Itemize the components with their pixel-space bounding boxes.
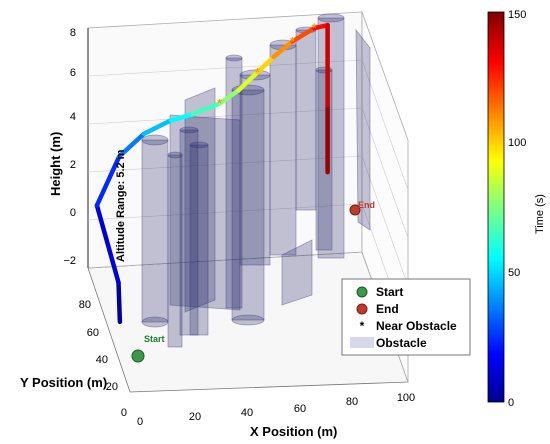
- obstacle-cylinder: [225, 54, 243, 309]
- obstacle-cylinder: [317, 13, 345, 259]
- obstacle-cylinder: [239, 69, 271, 266]
- colorbar-tick: 0: [508, 397, 514, 409]
- obstacle-cylinder: [189, 141, 209, 336]
- legend-marker: [356, 303, 368, 315]
- colorbar-label: Time (s): [534, 194, 546, 234]
- x-tick: 40: [241, 407, 253, 419]
- x-tick: 0: [137, 416, 143, 428]
- trajectory-segment: [168, 112, 195, 123]
- z-axis-ticks: −2 0 2 4 6 8: [63, 27, 76, 267]
- legend-label: Obstacle: [376, 336, 427, 350]
- colorbar-tick: 150: [508, 9, 526, 21]
- asterisk-icon: *: [360, 319, 365, 333]
- altitude-annotation: Altitude Range: 5.2 m: [115, 149, 127, 262]
- near-obstacle-marker: *: [290, 34, 295, 48]
- z-tick: −2: [63, 255, 76, 267]
- y-tick: 40: [96, 354, 108, 366]
- trajectory-segment: [255, 54, 276, 75]
- z-tick: 6: [70, 67, 76, 79]
- near-obstacle-marker: *: [255, 65, 260, 79]
- obstacle-box: [355, 28, 371, 231]
- obstacle-cylinder: [179, 126, 199, 336]
- legend-item-near-obstacle: * Near Obstacle: [360, 319, 457, 333]
- trajectory-segment: [271, 39, 295, 60]
- start-marker: Start: [131, 334, 165, 363]
- trajectory-segment: [94, 154, 122, 208]
- legend-item-obstacle: Obstacle: [350, 336, 427, 350]
- z-tick: 2: [70, 159, 76, 171]
- trajectory-segment: [116, 280, 123, 325]
- legend-item-start: Start: [356, 285, 403, 299]
- obstacle-cylinder: [269, 39, 297, 256]
- z-tick: 8: [70, 27, 76, 39]
- legend-marker: [356, 286, 368, 298]
- obstacle-box: [184, 87, 216, 313]
- grid-lines: [87, 59, 409, 335]
- legend-label: Near Obstacle: [376, 319, 457, 333]
- legend: Start End * Near Obstacle Obstacle: [341, 278, 471, 356]
- y-axis-label: Y Position (m): [20, 375, 107, 390]
- x-tick: 80: [346, 396, 358, 408]
- obstacle-box: [169, 114, 241, 311]
- obstacle-cylinder: [295, 26, 317, 211]
- obstacles: [141, 13, 371, 348]
- trajectory-path: * * * *: [94, 21, 330, 325]
- y-tick: 0: [121, 407, 127, 419]
- y-tick: 60: [87, 327, 99, 339]
- obstacle-cylinder: [167, 151, 183, 348]
- end-marker: End: [349, 200, 375, 216]
- colorbar-tick: 100: [508, 137, 526, 149]
- x-tick: 60: [294, 403, 306, 415]
- near-obstacle-marker: *: [312, 21, 317, 35]
- colorbar: 0 50 100 150 Time (s): [487, 9, 546, 409]
- trajectory-segment: [141, 118, 174, 136]
- z-tick: 4: [70, 111, 76, 123]
- end-point-label: End: [358, 200, 375, 210]
- colorbar-tick: 50: [508, 267, 520, 279]
- trajectory-segment: [117, 131, 147, 159]
- legend-label: End: [376, 302, 399, 316]
- obstacle-box: [281, 239, 313, 306]
- x-axis-ticks: 0 20 40 60 80 100: [137, 392, 415, 428]
- trajectory-segment: [217, 88, 241, 106]
- trajectory-segment: [94, 203, 121, 285]
- legend-label: Start: [376, 285, 403, 299]
- obstacle-cylinder: [231, 84, 265, 326]
- trajectory-segment: [290, 25, 317, 44]
- trajectory-segment: [236, 70, 260, 93]
- y-axis-ticks: 0 20 40 60 80: [79, 299, 127, 419]
- y-tick: 20: [106, 381, 118, 393]
- obstacle-cylinder: [141, 134, 169, 328]
- z-axis-label: Height (m): [48, 132, 63, 196]
- x-axis-label: X Position (m): [250, 424, 337, 439]
- start-point-label: Start: [144, 334, 165, 344]
- y-tick: 80: [79, 299, 91, 311]
- z-tick: 0: [70, 207, 76, 219]
- x-tick: 20: [189, 411, 201, 423]
- legend-marker: [350, 337, 374, 348]
- x-tick: 100: [397, 392, 415, 404]
- legend-item-end: End: [356, 302, 399, 316]
- trajectory-segment: [190, 101, 222, 117]
- near-obstacle-marker: *: [217, 96, 222, 110]
